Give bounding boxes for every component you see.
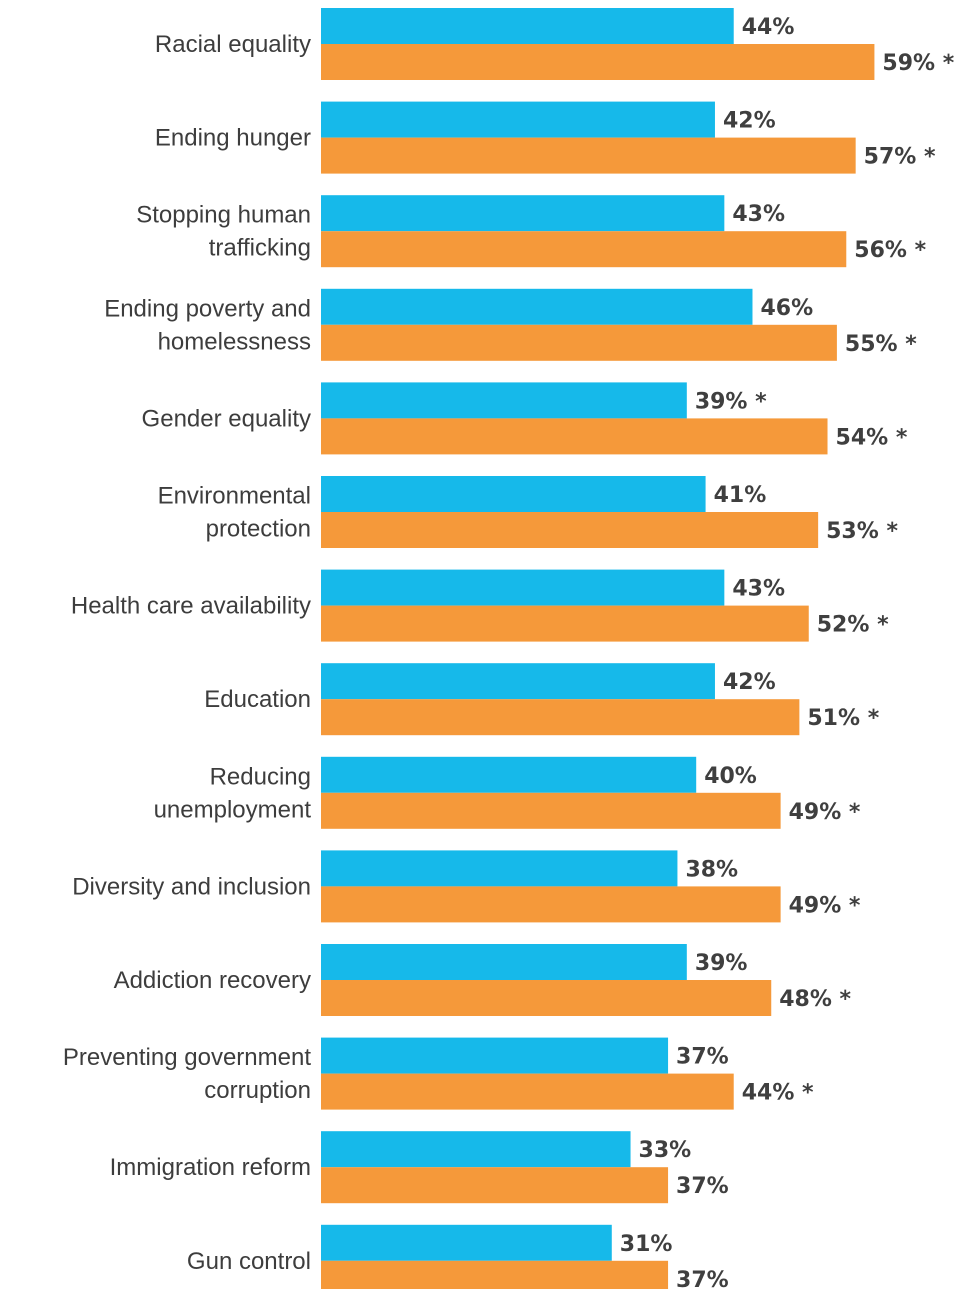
value-label-series2-10: 48% * [779, 987, 851, 1012]
bar-series1-9 [321, 850, 678, 887]
category-label-7: Education [204, 686, 311, 713]
value-label-series2-0: 59% * [882, 51, 954, 76]
bar-series2-5 [321, 512, 819, 548]
bar-series1-11 [321, 1037, 669, 1074]
bar-series2-2 [321, 231, 847, 268]
bar-series2-7 [321, 699, 800, 736]
bar-series1-7 [321, 663, 715, 700]
bar-series1-12 [321, 1131, 631, 1168]
bar-series1-3 [321, 288, 753, 325]
value-label-series1-13: 31% [620, 1232, 673, 1257]
bar-series2-1 [321, 137, 856, 174]
bar-series2-10 [321, 980, 772, 1016]
value-label-series1-4: 39% * [695, 389, 767, 414]
value-label-series2-3: 55% * [845, 332, 917, 357]
value-label-series1-5: 41% [714, 483, 767, 508]
category-label-1: Ending hunger [155, 125, 311, 152]
bar-series1-10 [321, 944, 687, 980]
value-label-series1-9: 38% [685, 857, 738, 882]
category-label-10: Addiction recovery [114, 967, 311, 994]
bar-series2-3 [321, 324, 837, 361]
value-label-series2-12: 37% [676, 1174, 729, 1199]
value-label-series1-2: 43% [732, 202, 785, 227]
category-label-5: Environmental protection [158, 483, 311, 543]
bar-series2-9 [321, 886, 781, 923]
value-label-series1-3: 46% [760, 296, 813, 321]
category-label-4: Gender equality [142, 405, 311, 432]
value-label-series2-9: 49% * [789, 893, 861, 918]
category-label-9: Diversity and inclusion [72, 873, 311, 900]
bar-series2-8 [321, 792, 781, 829]
value-label-series1-8: 40% [704, 764, 757, 789]
value-label-series2-7: 51% * [807, 706, 879, 731]
value-label-series2-4: 54% * [836, 425, 908, 450]
value-label-series2-1: 57% * [864, 145, 936, 170]
bar-series2-13 [321, 1260, 669, 1289]
bar-series2-6 [321, 605, 809, 642]
category-label-3: Ending poverty and homelessness [104, 295, 311, 355]
value-label-series1-6: 43% [732, 577, 785, 602]
bar-series1-13 [321, 1224, 612, 1261]
category-label-6: Health care availability [71, 593, 311, 620]
bar-series1-6 [321, 569, 725, 606]
bar-series2-4 [321, 418, 828, 455]
value-label-series1-7: 42% [723, 670, 776, 695]
value-label-series1-12: 33% [639, 1138, 692, 1163]
value-label-series1-1: 42% [723, 109, 776, 134]
bar-series1-8 [321, 756, 697, 793]
bar-series1-5 [321, 476, 706, 512]
value-label-series1-11: 37% [676, 1045, 729, 1070]
bars-layer [321, 8, 875, 1289]
labels-layer: 44% 59% * Racial equality 42% 57% * Ending hu… [63, 15, 955, 1289]
bar-series1-1 [321, 101, 715, 138]
bar-series1-4 [321, 382, 687, 419]
category-label-12: Immigration reform [110, 1154, 311, 1181]
value-label-series2-5: 53% * [826, 519, 898, 544]
value-label-series1-10: 39% [695, 951, 748, 976]
value-label-series2-6: 52% * [817, 613, 889, 638]
value-label-series2-13: 37% [676, 1268, 729, 1289]
category-label-2: Stopping human trafficking [136, 202, 311, 262]
value-label-series2-8: 49% * [789, 800, 861, 825]
value-label-series2-11: 44% * [742, 1081, 814, 1106]
category-label-0: Racial equality [155, 31, 311, 58]
category-label-11: Preventing government corruption [63, 1044, 311, 1104]
category-label-8: Reducing unemployment [154, 763, 312, 823]
bar-series1-2 [321, 195, 725, 232]
bar-series1-0 [321, 8, 734, 44]
bar-series2-0 [321, 44, 875, 80]
value-label-series2-2: 56% * [854, 238, 926, 263]
category-label-13: Gun control [187, 1248, 311, 1275]
value-label-series1-0: 44% [742, 15, 795, 40]
bar-series2-12 [321, 1167, 669, 1204]
bar-series2-11 [321, 1073, 734, 1110]
